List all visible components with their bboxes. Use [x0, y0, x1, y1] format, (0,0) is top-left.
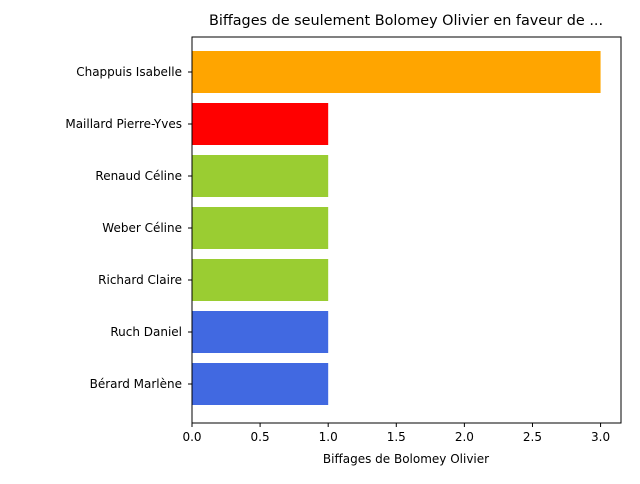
y-tick-label: Maillard Pierre-Yves [65, 117, 182, 131]
bar-6 [192, 363, 329, 405]
x-tick-label: 2.5 [523, 430, 542, 444]
bar-0 [192, 51, 601, 93]
bar-2 [192, 155, 329, 197]
bar-4 [192, 259, 329, 301]
y-tick-label: Renaud Céline [95, 169, 182, 183]
bar-3 [192, 207, 329, 249]
y-tick-label: Ruch Daniel [110, 325, 182, 339]
y-tick-label: Bérard Marlène [90, 377, 182, 391]
x-tick-label: 2.0 [455, 430, 474, 444]
y-tick-label: Chappuis Isabelle [76, 65, 182, 79]
y-axis-tick-labels: Chappuis Isabelle Maillard Pierre-Yves Ren… [65, 65, 192, 391]
plot-frame [191, 36, 622, 424]
bar-1 [192, 103, 329, 145]
x-tick-label: 1.5 [387, 430, 406, 444]
x-tick-label: 1.0 [319, 430, 338, 444]
bar-5 [192, 311, 329, 353]
x-tick-label: 0.5 [251, 430, 270, 444]
y-tick-label: Weber Céline [102, 221, 182, 235]
y-tick-label: Richard Claire [98, 273, 182, 287]
x-tick-label: 3.0 [591, 430, 610, 444]
x-tick-label: 0.0 [182, 430, 201, 444]
bars-group [192, 51, 601, 405]
x-axis-label: Biffages de Bolomey Olivier [323, 452, 489, 466]
x-axis-ticks: 0.0 0.5 1.0 1.5 2.0 2.5 3.0 [182, 423, 610, 444]
chart-title: Biffages de seulement Bolomey Olivier en… [209, 13, 603, 29]
